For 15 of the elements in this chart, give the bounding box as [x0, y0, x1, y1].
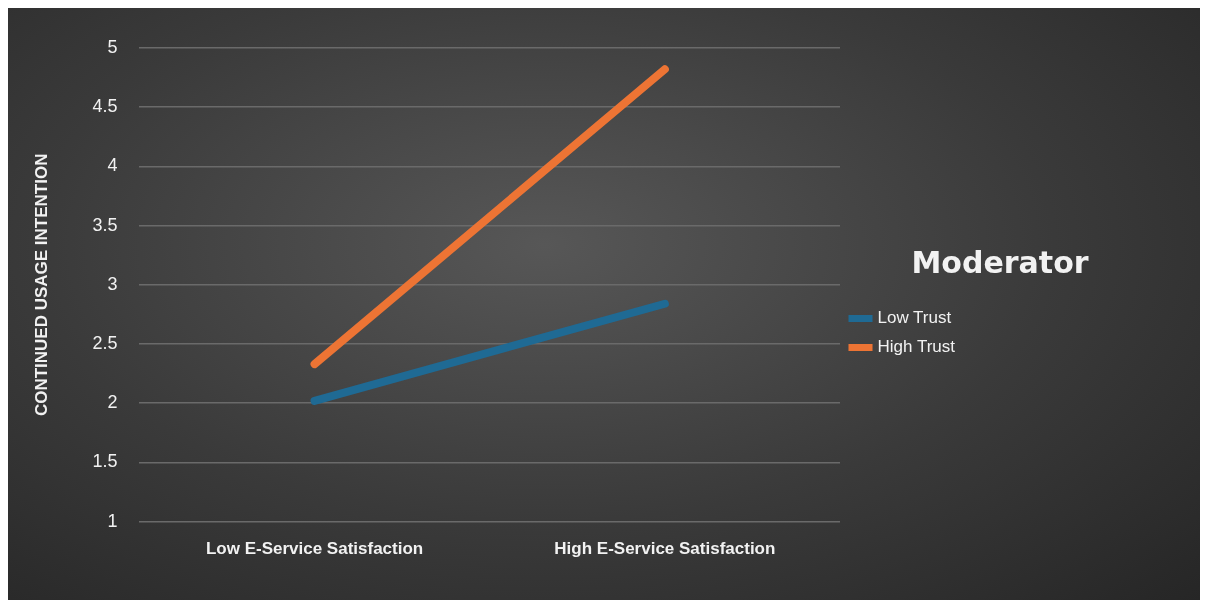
- x-tick-label: Low E-Service Satisfaction: [205, 539, 424, 559]
- x-tick-label: High E-Service Satisfaction: [554, 539, 776, 559]
- y-tick-label: 5: [107, 36, 118, 57]
- y-tick-label: 2.5: [92, 332, 118, 353]
- y-tick-label: 4.5: [92, 96, 118, 117]
- y-tick-label: 1.5: [92, 451, 118, 472]
- y-tick-label: 2: [107, 392, 118, 413]
- y-tick-label: 4: [107, 155, 118, 176]
- y-tick-label: 3: [107, 273, 118, 294]
- legend-label: High Trust: [877, 337, 956, 357]
- legend-label: Low Trust: [877, 308, 952, 328]
- legend-title: Moderator: [911, 244, 1089, 280]
- y-tick-label: 1: [107, 510, 118, 531]
- y-axis-title: CONTINUED USAGE INTENTION: [31, 153, 51, 417]
- y-tick-label: 3.5: [92, 214, 118, 235]
